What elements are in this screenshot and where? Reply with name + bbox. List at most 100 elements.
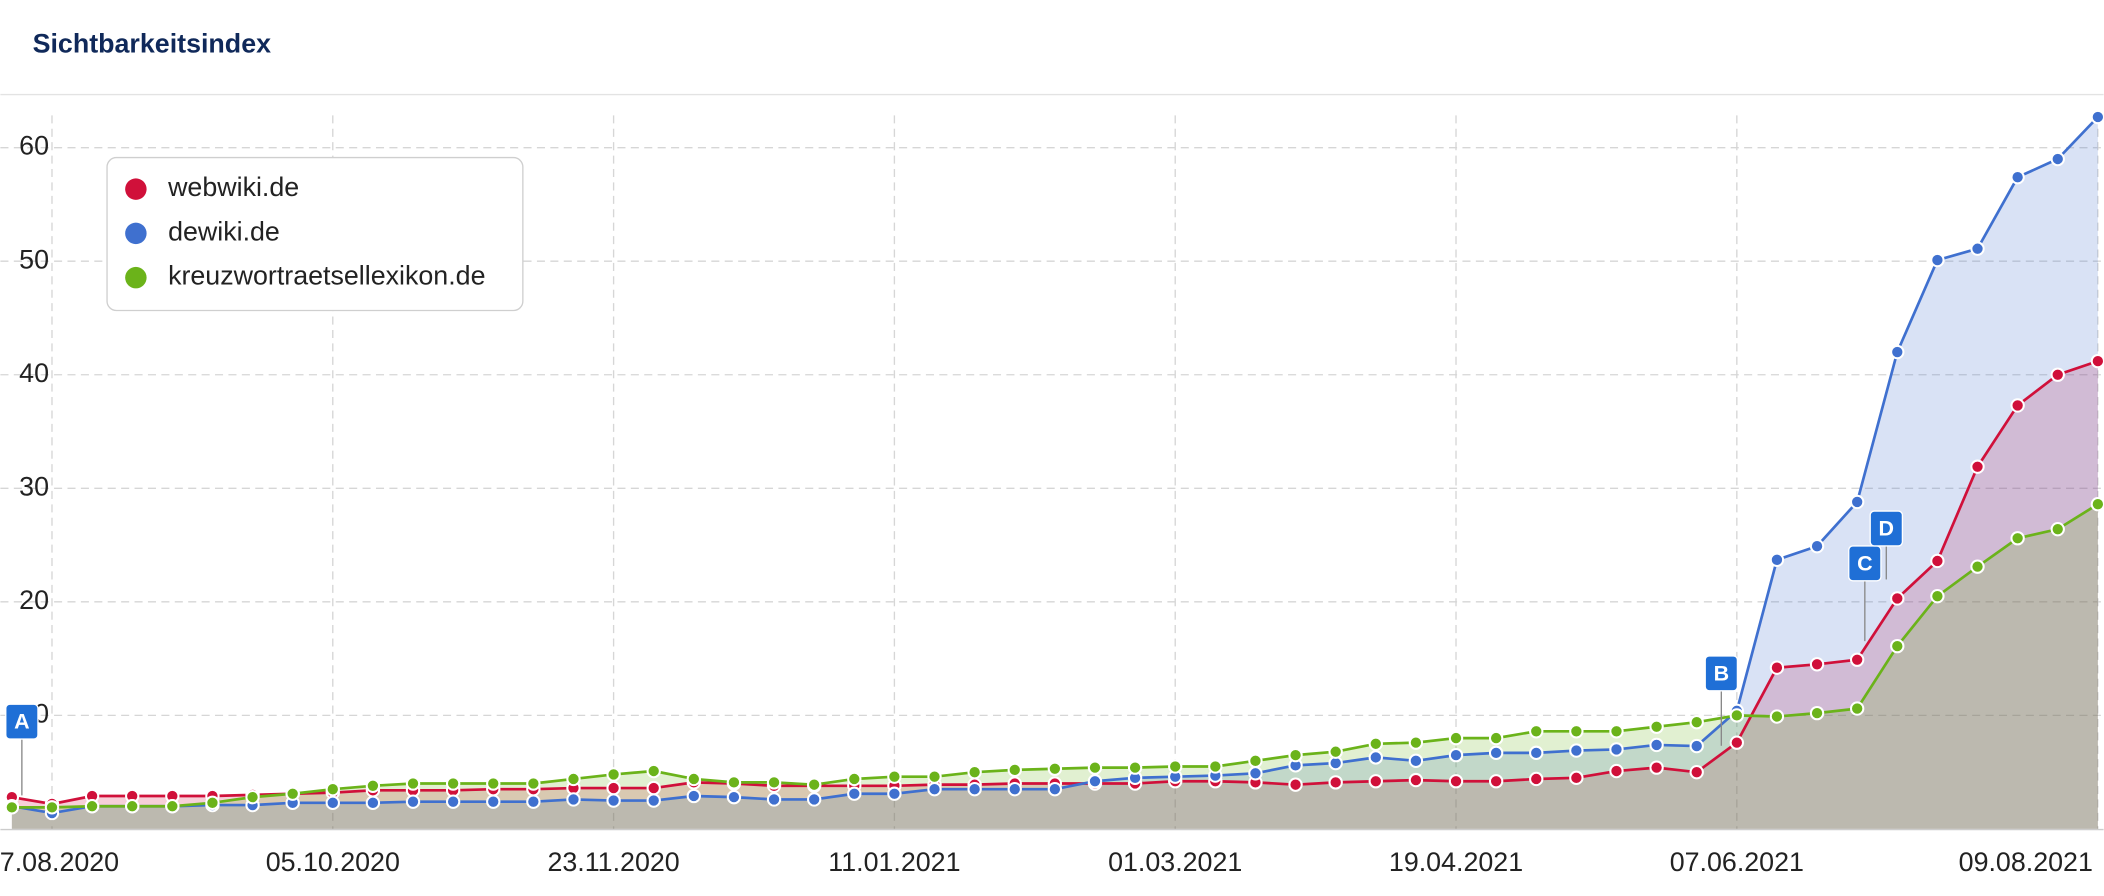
point — [205, 795, 220, 810]
point — [1368, 774, 1383, 789]
point — [445, 794, 461, 809]
point — [967, 764, 982, 780]
point — [1529, 771, 1544, 787]
point — [405, 776, 421, 791]
point — [1288, 777, 1303, 792]
point — [1168, 759, 1183, 774]
point — [1689, 738, 1704, 754]
point — [1970, 559, 1985, 574]
point — [1849, 652, 1865, 667]
x-tick-label: 07.06.2021 — [1670, 847, 1804, 877]
point — [806, 777, 822, 792]
point — [927, 769, 942, 784]
point — [405, 794, 421, 809]
point — [1930, 553, 1945, 569]
point — [2010, 170, 2025, 185]
point — [486, 794, 501, 809]
point — [2090, 497, 2104, 512]
point — [1007, 782, 1022, 797]
x-tick-label: 23.11.2020 — [547, 847, 679, 877]
point — [125, 799, 140, 814]
y-tick-label: 30 — [19, 471, 49, 501]
chart-title: Sichtbarkeitsindex — [33, 29, 272, 59]
point — [646, 793, 661, 808]
legend-box — [106, 156, 524, 312]
legend-label: webwiki.de — [167, 172, 299, 202]
lines — [4, 109, 2104, 821]
point — [1448, 730, 1464, 746]
point — [1930, 588, 1945, 604]
x-tick-label: 11.01.2021 — [828, 847, 960, 877]
annotation-box — [1704, 655, 1739, 692]
point — [686, 771, 702, 787]
point — [44, 800, 60, 815]
x-tick-label: 17.08.2020 — [0, 847, 119, 877]
point — [1368, 736, 1383, 751]
point — [1047, 761, 1063, 776]
point — [1529, 724, 1544, 739]
point — [365, 795, 381, 810]
point — [1609, 763, 1624, 779]
point — [766, 775, 782, 790]
annotation-box — [1848, 545, 1882, 582]
annotation-label: B — [1714, 661, 1730, 685]
y-tick-label: 60 — [19, 131, 49, 161]
point — [1248, 766, 1263, 781]
point — [1368, 750, 1383, 765]
point — [365, 778, 381, 793]
point — [1087, 760, 1103, 775]
point — [1970, 459, 1985, 474]
point — [2090, 353, 2104, 369]
point — [1689, 715, 1704, 730]
point — [1408, 772, 1424, 788]
ticks: 10203040506017.08.202005.10.202023.11.20… — [0, 131, 2104, 877]
point — [4, 800, 20, 815]
point — [526, 776, 541, 791]
point — [1609, 724, 1624, 739]
y-tick-label: 20 — [19, 585, 49, 615]
point — [1849, 494, 1865, 510]
point — [646, 763, 661, 779]
point — [1769, 660, 1785, 675]
point — [1930, 252, 1945, 268]
point — [1769, 552, 1785, 568]
point — [606, 780, 621, 796]
point — [165, 799, 180, 814]
point — [2050, 367, 2065, 382]
point — [245, 789, 260, 805]
point — [1288, 747, 1303, 763]
legend-marker — [125, 266, 147, 289]
point — [325, 782, 340, 797]
point — [1569, 724, 1584, 739]
point — [1809, 539, 1825, 554]
annotation-label: C — [1857, 551, 1873, 575]
legend-marker — [125, 178, 147, 200]
point — [1007, 762, 1022, 778]
point — [1609, 742, 1624, 757]
annotation-box — [1869, 510, 1904, 547]
area — [11, 361, 2098, 829]
point — [927, 782, 942, 797]
point — [847, 771, 862, 787]
point — [325, 795, 340, 810]
point — [1649, 719, 1664, 734]
legend-label: kreuzwortraetsellexikon.de — [168, 261, 485, 291]
point — [686, 788, 702, 804]
point — [566, 792, 581, 807]
annotation-box — [5, 703, 39, 740]
point — [1408, 753, 1424, 768]
point — [1970, 241, 1985, 256]
point — [1890, 344, 1905, 360]
x-tick-label: 09.08.2021 — [1959, 847, 2093, 877]
point — [1448, 774, 1464, 789]
point — [2050, 151, 2065, 167]
point — [566, 771, 581, 787]
point — [1529, 745, 1544, 761]
point — [486, 776, 501, 791]
point — [1488, 730, 1504, 746]
point — [1649, 760, 1664, 775]
point — [606, 793, 621, 808]
point — [606, 767, 621, 782]
